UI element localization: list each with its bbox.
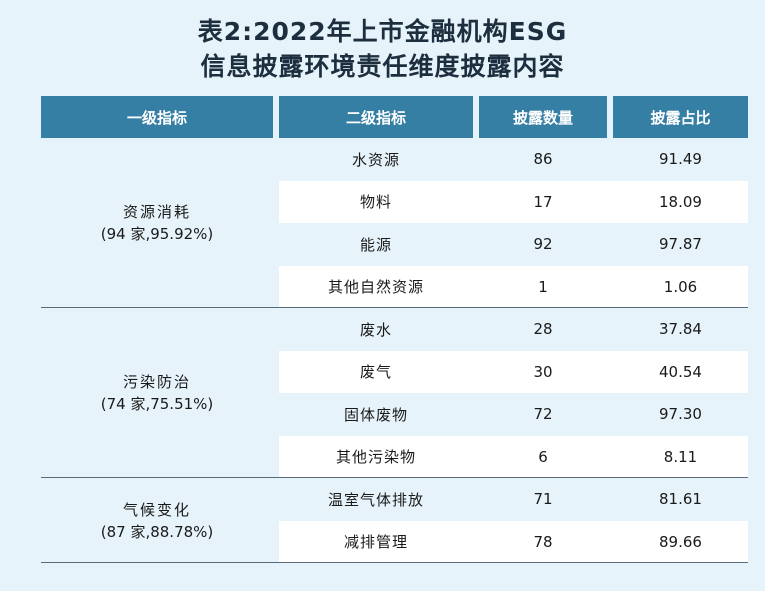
count-cell: 72: [533, 405, 553, 423]
group-name: 气候变化: [122, 500, 191, 519]
group-label: 污染防治 (74 家,75.51%): [41, 371, 273, 415]
count-cell: 17: [533, 192, 553, 211]
group-detail: (74 家,75.51%): [100, 395, 214, 413]
count-cell: 86: [533, 150, 553, 168]
row-stripe: [279, 180, 748, 223]
count-cell: 92: [533, 235, 553, 253]
subindicator-cell: 水资源: [351, 150, 400, 169]
count-cell: 71: [533, 490, 553, 508]
header-ratio: 披露占比: [613, 96, 748, 138]
row-stripe: [279, 435, 748, 478]
group-separator: [41, 562, 748, 563]
subindicator-cell: 固体废物: [343, 405, 408, 424]
group-detail: (94 家,95.92%): [100, 225, 214, 243]
ratio-cell: 40.54: [659, 362, 702, 381]
ratio-cell: 89.66: [659, 532, 702, 551]
count-cell: 6: [538, 447, 548, 466]
ratio-cell: 97.87: [659, 235, 702, 253]
count-cell: 30: [533, 362, 553, 381]
ratio-cell: 18.09: [659, 192, 702, 211]
subindicator-cell: 温室气体排放: [327, 490, 424, 509]
subindicator-cell: 能源: [359, 235, 392, 254]
row-stripe: [279, 350, 748, 393]
subindicator-cell: 减排管理: [343, 533, 408, 551]
group-label: 资源消耗 (94 家,95.92%): [41, 201, 273, 245]
ratio-cell: 1.06: [663, 277, 698, 296]
header-level2: 二级指标: [279, 96, 473, 138]
group-separator: [41, 477, 748, 478]
subindicator-cell: 物料: [359, 193, 392, 211]
subindicator-cell: 其他自然资源: [327, 278, 424, 296]
subindicator-cell: 其他污染物: [335, 448, 416, 466]
group-separator: [41, 307, 748, 308]
group-name: 污染防治: [122, 373, 191, 391]
subindicator-cell: 废水: [359, 320, 392, 339]
count-cell: 78: [533, 532, 553, 551]
ratio-cell: 8.11: [663, 447, 698, 466]
header-count: 披露数量: [479, 96, 607, 138]
ratio-cell: 97.30: [659, 405, 702, 423]
subindicator-cell: 废气: [359, 363, 392, 381]
table-title-line2: 信息披露环境责任维度披露内容: [200, 52, 565, 81]
group-detail: (87 家,88.78%): [100, 522, 214, 541]
count-cell: 1: [538, 277, 548, 296]
table-title-line1: 表2:2022年上市金融机构ESG: [197, 17, 568, 46]
ratio-cell: 37.84: [659, 320, 702, 338]
header-level1: 一级指标: [41, 96, 273, 138]
ratio-cell: 81.61: [659, 490, 702, 508]
count-cell: 28: [533, 320, 553, 338]
row-stripe: [279, 520, 748, 563]
ratio-cell: 91.49: [659, 150, 702, 168]
group-label: 气候变化 (87 家,88.78%): [41, 499, 273, 543]
group-name: 资源消耗: [122, 203, 191, 221]
row-stripe: [279, 265, 748, 308]
